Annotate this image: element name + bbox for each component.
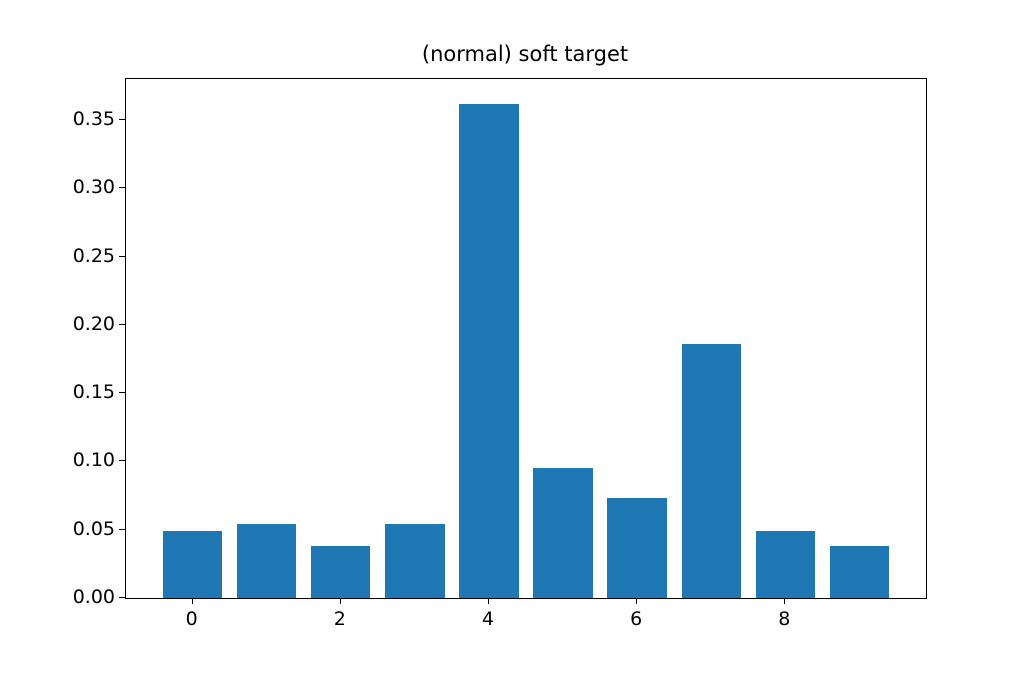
x-tick-mark	[784, 598, 786, 604]
x-tick-label: 2	[333, 608, 346, 630]
y-tick-mark	[119, 460, 125, 462]
x-tick-mark	[487, 598, 489, 604]
bar	[163, 531, 223, 598]
y-tick-label: 0.20	[72, 312, 115, 335]
y-tick-mark	[119, 392, 125, 394]
chart-title: (normal) soft target	[421, 42, 629, 66]
y-tick-label: 0.10	[72, 449, 115, 472]
y-tick-mark	[119, 597, 125, 598]
y-tick-label: 0.00	[72, 586, 115, 608]
y-tick-label: 0.05	[72, 517, 115, 540]
y-tick-label: 0.35	[72, 107, 115, 130]
x-tick-mark	[636, 598, 638, 604]
y-tick-mark	[119, 528, 125, 530]
x-tick-label: 6	[630, 608, 643, 630]
plot-area	[125, 78, 927, 599]
y-tick-label: 0.25	[72, 244, 115, 267]
x-tick-label: 4	[481, 608, 494, 630]
x-tick-mark	[339, 598, 341, 604]
x-tick-label: 0	[185, 608, 198, 630]
bar	[681, 343, 741, 598]
bar	[237, 524, 297, 598]
x-tick-label: 8	[778, 608, 791, 630]
y-tick-mark	[119, 255, 125, 257]
bar	[829, 546, 889, 598]
bar	[607, 498, 667, 598]
bar	[459, 103, 519, 598]
bar	[311, 546, 371, 598]
bar	[385, 524, 445, 598]
y-tick-mark	[119, 323, 125, 325]
y-tick-mark	[119, 187, 125, 189]
y-tick-label: 0.15	[72, 381, 115, 404]
y-tick-mark	[119, 118, 125, 120]
y-tick-label: 0.30	[72, 176, 115, 199]
bar	[533, 468, 593, 598]
bar	[755, 531, 815, 598]
x-tick-mark	[191, 598, 193, 604]
